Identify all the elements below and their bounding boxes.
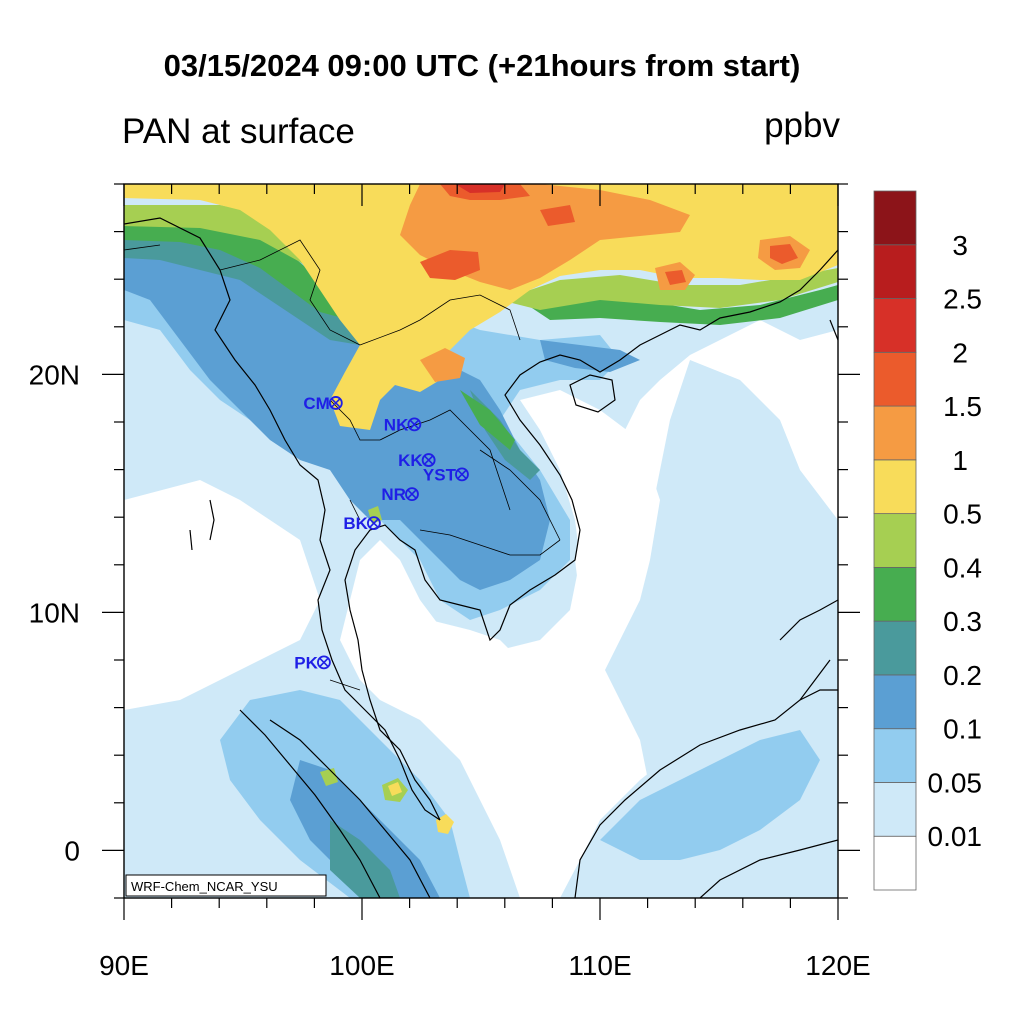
field-level-0.5	[124, 184, 838, 430]
colorbar-level-label: 0.1	[943, 714, 982, 745]
station-bk: BK	[343, 514, 381, 533]
pan-concentration-field	[124, 184, 838, 898]
colorbar-swatch	[873, 244, 917, 299]
colorbar-swatch	[873, 405, 917, 461]
colorbar-level-label: 2.5	[943, 284, 982, 315]
station-cm: CM	[303, 394, 343, 413]
station-label: YST	[423, 465, 457, 484]
field-level-2	[455, 184, 505, 193]
station-label: NR	[381, 485, 406, 504]
station-marker-icon	[405, 487, 419, 502]
colorbar-level-label: 0.3	[943, 606, 982, 637]
colorbar-swatch	[873, 674, 917, 730]
y-tick-label: 10N	[29, 597, 80, 628]
country-borders	[124, 239, 561, 691]
colorbar-level-label: 0.5	[943, 499, 982, 530]
station-marker-icon	[317, 655, 331, 670]
colorbar-swatch	[873, 351, 917, 407]
y-tick-label: 20N	[29, 359, 80, 390]
x-tick-label: 120E	[805, 950, 870, 981]
station-marker-icon	[407, 417, 422, 432]
x-tick-label: 90E	[99, 950, 149, 981]
colorbar-level-label: 1.5	[943, 391, 982, 422]
colorbar-level-label: 0.4	[943, 552, 982, 583]
colorbar-swatch	[873, 566, 917, 622]
colorbar-swatch	[873, 620, 917, 676]
axis-tick-labels: 90E 100E 110E 120E 0 10N 20N	[29, 359, 871, 981]
colorbar-level-label: 0.05	[928, 767, 983, 798]
colorbar-swatch	[873, 513, 917, 568]
colorbar-swatch	[873, 835, 917, 891]
coastlines	[124, 217, 838, 898]
units-label: ppbv	[764, 106, 840, 145]
station-marker-icon	[421, 453, 436, 467]
colorbar-swatch	[873, 782, 917, 837]
station-label: CM	[303, 394, 329, 413]
field-level-0.3	[124, 208, 380, 320]
variable-title: PAN at surface	[122, 112, 355, 151]
station-marker-icon	[328, 396, 343, 410]
map-title: 03/15/2024 09:00 UTC (+21hours from star…	[163, 48, 801, 83]
station-label: NK	[384, 415, 409, 434]
model-label-box	[125, 874, 327, 897]
station-marker-icon	[455, 467, 469, 482]
colorbar-swatch	[873, 459, 917, 515]
colorbar-swatch	[873, 190, 917, 246]
station-pk: PK	[294, 653, 331, 672]
plot-frame	[123, 183, 839, 899]
colorbar-level-label: 3	[952, 230, 968, 261]
x-tick-label: 100E	[329, 950, 394, 981]
colorbar-swatch	[873, 298, 917, 353]
station-kk: KK	[398, 451, 436, 470]
station-marker-icon	[366, 516, 381, 531]
x-tick-label: 110E	[568, 950, 631, 981]
station-label: BK	[343, 514, 368, 533]
colorbar-level-label: 0.01	[928, 821, 983, 852]
station-nk: NK	[384, 415, 422, 434]
y-tick-label: 0	[64, 835, 80, 866]
colorbar-labels: 0.01 0.05 0.1 0.2 0.3 0.4 0.5 1 1.5 2 2.5 3	[928, 230, 983, 852]
axis-ticks	[102, 183, 860, 920]
station-label: KK	[398, 451, 423, 470]
station-yst: YST	[423, 465, 469, 484]
colorbar	[873, 190, 917, 891]
model-label: WRF-Chem_NCAR_YSU	[131, 879, 278, 894]
colorbar-swatch	[873, 728, 917, 783]
station-nr: NR	[381, 485, 419, 504]
colorbar-level-label: 0.2	[943, 660, 982, 691]
colorbar-level-label: 1	[952, 445, 968, 476]
station-label: PK	[294, 653, 318, 672]
colorbar-level-label: 2	[952, 337, 968, 368]
